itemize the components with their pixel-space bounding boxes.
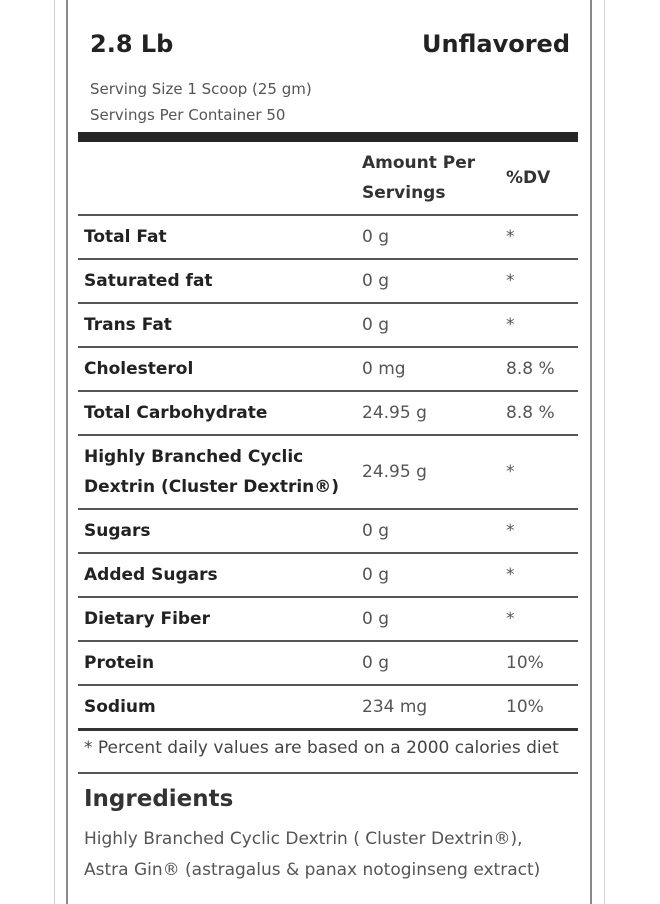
nutrient-dv: * <box>500 215 578 260</box>
product-header: 2.8 Lb Unflavored <box>90 30 570 70</box>
table-row: Saturated fat 0 g * <box>78 259 578 304</box>
nutrient-name: Sodium <box>78 685 356 731</box>
nutrient-name: Saturated fat <box>78 259 356 304</box>
product-flavor: Unflavored <box>422 30 570 58</box>
nutrient-dv: * <box>500 259 578 304</box>
table-row: Added Sugars 0 g * <box>78 553 578 598</box>
nutrient-amount: 0 g <box>356 553 500 598</box>
nutrient-dv: 10% <box>500 641 578 686</box>
product-size: 2.8 Lb <box>90 30 174 58</box>
dv-column-header: %DV <box>500 142 578 216</box>
nutrient-name: Trans Fat <box>78 303 356 348</box>
nutrient-name-line2: Dextrin (Cluster Dextrin®) <box>84 477 340 497</box>
table-row: Dietary Fiber 0 g * <box>78 597 578 642</box>
table-header-row: Amount Per Servings %DV <box>78 142 578 216</box>
nutrient-name: Total Fat <box>78 215 356 260</box>
table-row: Protein 0 g 10% <box>78 641 578 686</box>
table-row: Total Fat 0 g * <box>78 215 578 260</box>
table-row: Total Carbohydrate 24.95 g 8.8 % <box>78 391 578 436</box>
amount-column-header: Amount Per Servings <box>356 142 500 216</box>
nutrient-amount: 0 g <box>356 259 500 304</box>
ingredients-heading: Ingredients <box>84 786 234 812</box>
table-row: Highly Branched Cyclic Dextrin (Cluster … <box>78 435 578 510</box>
nutrient-amount: 0 g <box>356 509 500 554</box>
nutrient-name: Dietary Fiber <box>78 597 356 642</box>
amount-header-line1: Amount Per <box>362 153 476 173</box>
nutrient-name: Total Carbohydrate <box>78 391 356 436</box>
nutrient-dv: 8.8 % <box>500 391 578 436</box>
thick-divider <box>78 132 578 142</box>
nutrient-amount: 0 g <box>356 303 500 348</box>
nutrient-dv: * <box>500 553 578 598</box>
ingredients-line2: Astra Gin® (astragalus & panax notoginse… <box>84 860 541 880</box>
nutrient-name: Cholesterol <box>78 347 356 392</box>
table-row: Sugars 0 g * <box>78 509 578 554</box>
serving-info: Serving Size 1 Scoop (25 gm) Servings Pe… <box>90 76 312 128</box>
ingredients-list: Highly Branched Cyclic Dextrin ( Cluster… <box>84 824 574 886</box>
nutrition-table: Amount Per Servings %DV Total Fat 0 g * … <box>78 142 578 731</box>
nutrient-name-line1: Highly Branched Cyclic <box>84 447 304 467</box>
nutrient-dv: * <box>500 597 578 642</box>
table-row: Sodium 234 mg 10% <box>78 685 578 731</box>
nutrient-dv: 8.8 % <box>500 347 578 392</box>
table-row: Cholesterol 0 mg 8.8 % <box>78 347 578 392</box>
nutrient-dv: 10% <box>500 685 578 731</box>
nutrient-amount: 0 g <box>356 215 500 260</box>
nutrient-amount: 0 g <box>356 597 500 642</box>
serving-size: Serving Size 1 Scoop (25 gm) <box>90 80 312 98</box>
nutrient-column-header <box>78 142 356 216</box>
nutrient-amount: 24.95 g <box>356 435 500 510</box>
daily-value-footnote: * Percent daily values are based on a 20… <box>84 738 559 758</box>
nutrient-dv: * <box>500 435 578 510</box>
nutrient-name: Protein <box>78 641 356 686</box>
nutrient-dv: * <box>500 303 578 348</box>
nutrient-amount: 0 g <box>356 641 500 686</box>
nutrient-name: Highly Branched Cyclic Dextrin (Cluster … <box>78 435 356 510</box>
nutrient-name: Added Sugars <box>78 553 356 598</box>
nutrient-dv: * <box>500 509 578 554</box>
amount-header-line2: Servings <box>362 183 446 203</box>
nutrient-amount: 234 mg <box>356 685 500 731</box>
nutrient-name: Sugars <box>78 509 356 554</box>
footnote-divider <box>78 772 578 774</box>
nutrient-amount: 0 mg <box>356 347 500 392</box>
nutrient-amount: 24.95 g <box>356 391 500 436</box>
table-row: Trans Fat 0 g * <box>78 303 578 348</box>
servings-per-container: Servings Per Container 50 <box>90 106 286 124</box>
outer-border-left <box>54 0 55 904</box>
outer-border-right <box>604 0 605 904</box>
nutrition-panel-frame <box>66 0 592 904</box>
ingredients-line1: Highly Branched Cyclic Dextrin ( Cluster… <box>84 829 523 849</box>
